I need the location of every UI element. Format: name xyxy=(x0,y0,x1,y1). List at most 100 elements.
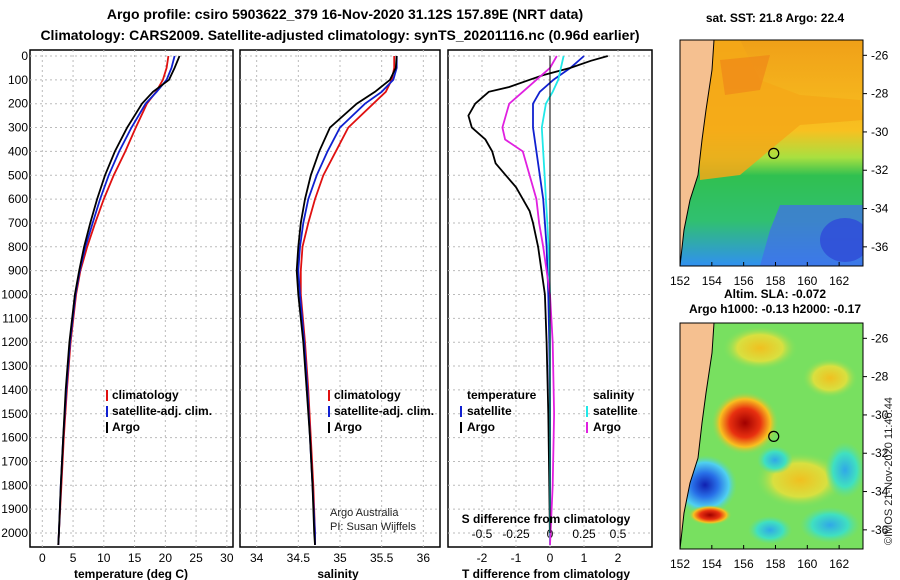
depth-tick-label: 300 xyxy=(8,121,28,135)
sst-warm-spot xyxy=(720,55,770,95)
temperature-legend: climatology satellite-adj. clim. Argo xyxy=(106,388,212,434)
t-diff-tick-label: 1 xyxy=(581,551,588,565)
temp-tick-label: 10 xyxy=(97,551,111,565)
series-t-satellite xyxy=(532,55,585,545)
temp-tick-label: 15 xyxy=(128,551,142,565)
temperature-axis-label: temperature (deg C) xyxy=(74,567,188,580)
map-lat-label: -34 xyxy=(871,202,889,216)
salinity-axis-label: salinity xyxy=(317,567,359,580)
map-lon-label: 162 xyxy=(829,557,849,571)
map-lon-label: 156 xyxy=(734,557,754,571)
legend-argo: Argo xyxy=(334,420,362,434)
depth-tick-label: 200 xyxy=(8,97,28,111)
profile-series xyxy=(57,55,609,545)
t-diff-tick-label: -1 xyxy=(511,551,522,565)
series-argo xyxy=(57,55,181,545)
depth-tick-label: 600 xyxy=(8,192,28,206)
legend-climatology: climatology xyxy=(112,388,179,402)
australia-coast xyxy=(680,323,715,549)
depth-tick-label: 400 xyxy=(8,144,28,158)
legend-argo: Argo xyxy=(112,420,140,434)
sst-map xyxy=(680,40,863,266)
map-bottom-ticks: 152 154 156 158 160 162 -26 -28 -30 -32 -34 -36 xyxy=(670,331,889,571)
s-diff-tick-label: 0.5 xyxy=(610,527,627,541)
depth-tick-label: 900 xyxy=(8,264,28,278)
map-bottom-frame xyxy=(679,322,864,550)
depth-tick-label: 1100 xyxy=(2,311,28,325)
t-diff-tick-label: -2 xyxy=(477,551,488,565)
temp-tick-label: 5 xyxy=(70,551,77,565)
series-t-argo xyxy=(467,55,609,545)
map-lon-label: 160 xyxy=(797,557,817,571)
map-lat-label: -26 xyxy=(871,331,889,345)
temp-tick-label: 30 xyxy=(220,551,234,565)
t-diff-tick-label: 2 xyxy=(615,551,622,565)
map-lon-label: 160 xyxy=(797,274,817,288)
sla-warm-eddy xyxy=(711,391,779,455)
sst-cold-spot xyxy=(820,218,863,262)
temp-tick-label: 25 xyxy=(189,551,203,565)
legend-satellite: satellite-adj. clim. xyxy=(112,404,212,418)
map-lon-label: 162 xyxy=(829,274,849,288)
figure-title-line2: Climatology: CARS2009. Satellite-adjuste… xyxy=(40,27,639,43)
salinity-panel-frame xyxy=(239,49,441,548)
depth-tick-label: 800 xyxy=(8,240,28,254)
series-argo xyxy=(295,55,398,545)
grid-lines xyxy=(30,50,652,547)
legend-t-satellite: satellite xyxy=(467,404,512,418)
map-lon-label: 152 xyxy=(670,557,690,571)
depth-tick-label: 1800 xyxy=(1,478,28,492)
legend-climatology: climatology xyxy=(334,388,401,402)
sla-yellow-north xyxy=(722,326,798,370)
sal-tick-label: 34.5 xyxy=(287,551,311,565)
sal-tick-label: 34 xyxy=(250,551,264,565)
map-lon-label: 152 xyxy=(670,274,690,288)
argo-location-marker xyxy=(768,147,780,159)
map-lon-label: 154 xyxy=(702,557,722,571)
t-difference-axis-label: T difference from climatology xyxy=(462,567,630,580)
sal-tick-label: 36 xyxy=(417,551,431,565)
map-lat-label: -28 xyxy=(871,370,889,384)
depth-tick-label: 1000 xyxy=(1,288,28,302)
map-lon-label: 158 xyxy=(765,557,785,571)
map-lat-label: -36 xyxy=(871,240,889,254)
depth-tick-label: 500 xyxy=(8,168,28,182)
x-tick-labels: 0 5 10 15 20 25 30 34 34.5 35 35.5 36 -2 -1 0 1 2 -0.5 -0.… xyxy=(39,527,627,565)
depth-tick-label: 100 xyxy=(8,73,28,87)
legend-salinity-heading: salinity xyxy=(593,388,635,402)
map-lat-label: -34 xyxy=(871,485,889,499)
map-top-frame xyxy=(679,39,864,267)
depth-tick-label: 1700 xyxy=(1,454,28,468)
legend-temperature-heading: temperature xyxy=(467,388,537,402)
legend-t-argo: Argo xyxy=(467,420,495,434)
map-lat-label: -32 xyxy=(871,446,889,460)
map-lon-label: 156 xyxy=(734,274,754,288)
s-diff-tick-label: 0.25 xyxy=(572,527,596,541)
map-lat-label: -30 xyxy=(871,125,889,139)
sla-cyan-s xyxy=(748,516,792,544)
credit-line1: Argo Australia xyxy=(330,507,399,519)
map-bottom-title1: Altim. SLA: -0.072 xyxy=(724,287,826,301)
depth-tick-label: 0 xyxy=(21,49,28,63)
sla-map xyxy=(680,323,863,549)
depth-tick-labels: 0 100 200 300 400 500 600 700 800 900 1000 1100 1200… xyxy=(1,49,28,540)
sla-cyan-se xyxy=(800,507,860,543)
depth-tick-label: 1400 xyxy=(1,383,28,397)
legend-satellite: satellite-adj. clim. xyxy=(334,404,434,418)
depth-tick-label: 1500 xyxy=(1,407,28,421)
map-top-ticks: 152 154 156 158 160 162 -26 -28 -30 -32 -34 -36 xyxy=(670,48,889,288)
s-diff-tick-label: -0.5 xyxy=(472,527,493,541)
sal-tick-label: 35.5 xyxy=(370,551,394,565)
depth-tick-label: 2000 xyxy=(1,526,28,540)
map-lat-label: -26 xyxy=(871,48,889,62)
figure-title-line1: Argo profile: csiro 5903622_379 16-Nov-2… xyxy=(107,6,583,22)
difference-legend: temperature satellite Argo salinity sate… xyxy=(460,388,638,434)
t-diff-tick-label: 0 xyxy=(547,551,554,565)
map-lon-label: 154 xyxy=(702,274,722,288)
sla-yellow-ne xyxy=(802,358,858,398)
map-bottom-title2: Argo h1000: -0.13 h2000: -0.17 xyxy=(689,302,861,316)
temperature-panel-frame xyxy=(29,49,234,548)
sla-warm-sw xyxy=(688,505,732,525)
legend-s-argo: Argo xyxy=(593,420,621,434)
